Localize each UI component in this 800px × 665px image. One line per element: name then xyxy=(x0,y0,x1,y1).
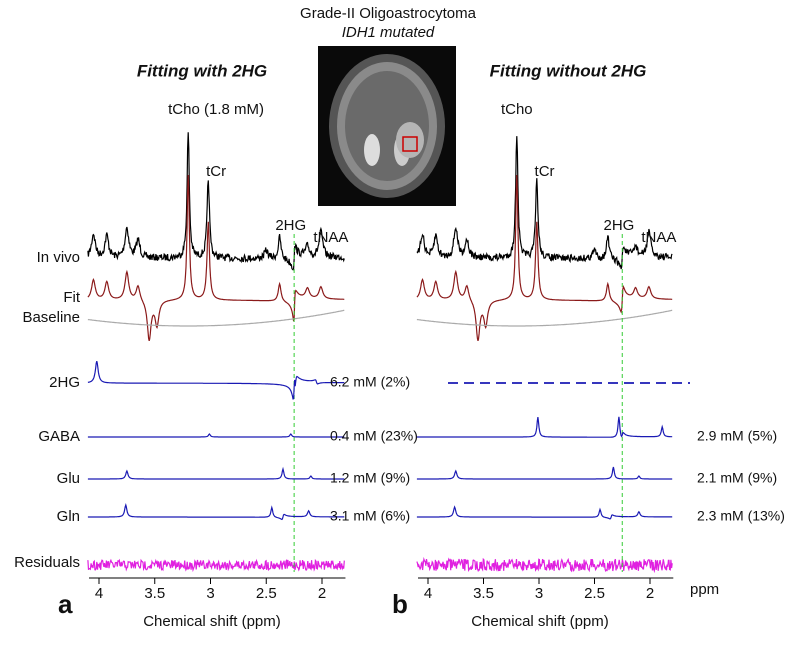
figure-subtitle: IDH1 mutated xyxy=(342,24,435,41)
metabolite-spectrum xyxy=(87,433,345,438)
x-tick-label: 2.5 xyxy=(256,585,277,602)
metabolite-spectrum xyxy=(87,466,345,480)
baseline-curve xyxy=(87,309,345,327)
in-vivo-spectrum xyxy=(416,136,673,270)
peak-label: tNAA xyxy=(641,229,676,246)
residuals xyxy=(87,558,345,573)
fit-spectrum xyxy=(87,174,345,342)
metabolite-spectrum xyxy=(416,466,673,480)
x-axis-label: Chemical shift (ppm) xyxy=(143,613,281,630)
residuals xyxy=(416,556,673,574)
metabolite-value: 2.3 mM (13%) xyxy=(697,508,785,524)
x-tick-label: 4 xyxy=(424,585,432,602)
peak-label: 2HG xyxy=(603,217,634,234)
panel-title: Fitting with 2HG xyxy=(137,61,267,80)
metabolite-value: 6.2 mM (2%) xyxy=(330,374,410,390)
x-axis-label: Chemical shift (ppm) xyxy=(471,613,609,630)
x-tick-label: 3 xyxy=(535,585,543,602)
metabolite-value: 2.1 mM (9%) xyxy=(697,470,777,486)
x-tick-label: 3.5 xyxy=(144,585,165,602)
x-unit: ppm xyxy=(690,581,719,598)
x-tick-label: 3.5 xyxy=(473,585,494,602)
peak-label: tNAA xyxy=(313,229,348,246)
row-label: Gln xyxy=(57,508,80,525)
x-tick-label: 3 xyxy=(206,585,214,602)
x-tick-label: 2.5 xyxy=(584,585,605,602)
peak-label: tCr xyxy=(535,163,555,180)
baseline-curve xyxy=(416,309,673,327)
metabolite-value: 3.1 mM (6%) xyxy=(330,508,410,524)
row-label: In vivo xyxy=(37,249,80,266)
metabolite-spectrum xyxy=(87,360,345,400)
peak-label: tCr xyxy=(206,163,226,180)
row-label: Fit xyxy=(63,289,80,306)
x-tick-label: 2 xyxy=(646,585,654,602)
metabolite-value: 2.9 mM (5%) xyxy=(697,428,777,444)
panel-letter: a xyxy=(58,589,73,619)
mri-image xyxy=(318,46,456,206)
row-label: Baseline xyxy=(22,309,80,326)
peak-label: 2HG xyxy=(275,217,306,234)
row-label: 2HG xyxy=(49,374,80,391)
metabolite-spectrum xyxy=(87,502,345,521)
in-vivo-spectrum xyxy=(87,132,345,271)
row-label: GABA xyxy=(38,428,80,445)
fit-spectrum xyxy=(416,174,673,342)
metabolite-value: 1.2 mM (9%) xyxy=(330,470,410,486)
x-tick-label: 2 xyxy=(318,585,326,602)
panel-title: Fitting without 2HG xyxy=(490,61,647,80)
row-label: Residuals xyxy=(14,554,80,571)
metabolite-spectrum xyxy=(416,416,673,438)
peak-label: tCho xyxy=(501,101,533,118)
x-tick-label: 4 xyxy=(95,585,103,602)
figure-title: Grade-II Oligoastrocytoma xyxy=(300,5,477,22)
row-label: Glu xyxy=(57,470,80,487)
metabolite-spectrum xyxy=(416,505,673,520)
metabolite-value: 0.4 mM (23%) xyxy=(330,428,418,444)
panel-letter: b xyxy=(392,589,408,619)
peak-label: tCho (1.8 mM) xyxy=(168,101,264,118)
